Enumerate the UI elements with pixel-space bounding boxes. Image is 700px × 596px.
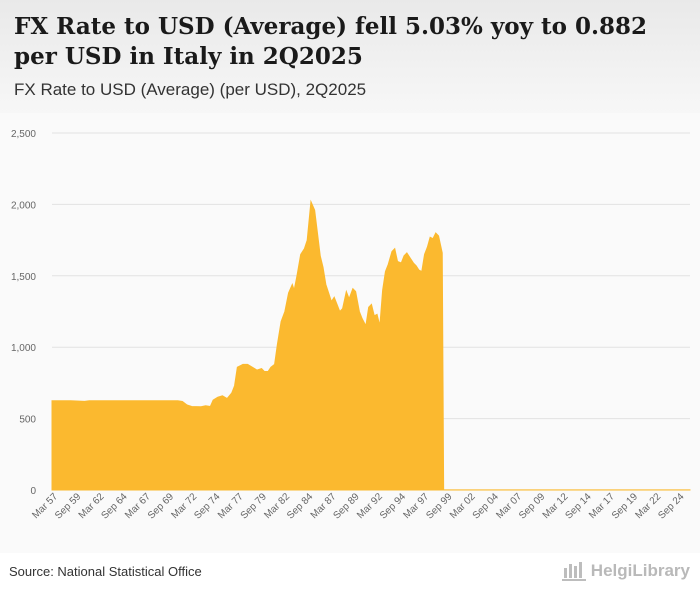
chart-header: FX Rate to USD (Average) fell 5.03% yoy …: [0, 0, 700, 113]
chart-title: FX Rate to USD (Average) fell 5.03% yoy …: [14, 13, 647, 70]
y-tick-label: 2,000: [11, 200, 36, 211]
x-tick-label: Sep 24: [656, 491, 686, 521]
chart-subtitle: FX Rate to USD (Average) (per USD), 2Q20…: [14, 80, 367, 99]
y-tick-label: 2,500: [11, 129, 36, 140]
brand-mark: HelgiLibrary: [561, 560, 690, 582]
y-tick-label: 1,500: [11, 272, 36, 283]
y-tick-label: 500: [19, 415, 36, 426]
y-tick-label: 0: [30, 486, 36, 497]
y-axis-labels: 0 500 1,000 1,500 2,000 2,500: [11, 129, 36, 497]
area-layer: [51, 199, 691, 491]
y-tick-label: 1,000: [11, 343, 36, 354]
brand-name: HelgiLibrary: [590, 561, 690, 580]
series-area: [51, 199, 691, 491]
source-note: Source: National Statistical Office: [9, 564, 202, 579]
library-logo-icon: [561, 562, 586, 581]
